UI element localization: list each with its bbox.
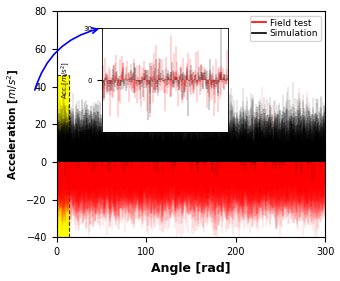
Bar: [57, 75, 69, 237]
Y-axis label: Acceleration [$m/s^2$]: Acceleration [$m/s^2$]: [5, 68, 21, 180]
Y-axis label: Acc.[$m/s^2$]: Acc.[$m/s^2$]: [59, 61, 72, 99]
X-axis label: Angle [rad]: Angle [rad]: [143, 153, 186, 162]
X-axis label: Angle [rad]: Angle [rad]: [151, 262, 231, 275]
Legend: Field test, Simulation: Field test, Simulation: [250, 16, 321, 41]
